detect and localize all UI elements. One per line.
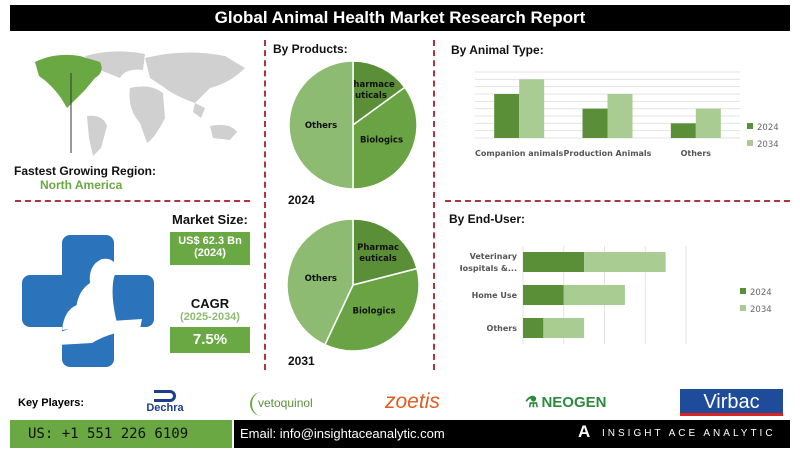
- category-label: Home Use: [472, 291, 518, 300]
- legend-swatch: [747, 123, 753, 129]
- pie-caption-2031: 2031: [288, 354, 315, 368]
- pie-label: Pharmac: [357, 243, 399, 253]
- divider: [264, 40, 266, 370]
- logo-virbac: Virbac: [680, 389, 783, 416]
- world-map: [35, 51, 245, 156]
- pie-label: euticals: [359, 254, 397, 264]
- bar-2024: [670, 123, 696, 138]
- cagr-value: 7.5%: [170, 327, 250, 353]
- phone-number[interactable]: US: +1 551 226 6109: [10, 420, 232, 448]
- bar-2024: [523, 318, 544, 338]
- veterinary-cross-icon: [22, 235, 154, 367]
- divider: [445, 200, 790, 202]
- category-label: Hospitals &...: [460, 264, 517, 273]
- divider: [433, 40, 435, 370]
- pie-label: Others: [305, 121, 337, 131]
- legend-swatch: [740, 305, 746, 311]
- pie-label: uticals: [355, 91, 387, 101]
- pie-label: Pharmace: [347, 80, 395, 90]
- pie-slice-biologics: [352, 86, 418, 190]
- cagr-label: CAGR: [190, 296, 230, 311]
- pie-slice-others: [286, 218, 354, 346]
- market-size-value: US$ 62.3 Bn: [178, 235, 242, 247]
- bar-2034: [607, 94, 633, 138]
- bar-2034: [563, 285, 625, 305]
- pie-label: Biologics: [352, 306, 395, 316]
- market-size-year: (2024): [194, 247, 226, 259]
- pie-slice-others: [288, 60, 354, 190]
- animal-type-bar-chart: Companion animals Production Animals Other…: [475, 71, 779, 158]
- bar-2024: [523, 285, 564, 305]
- email[interactable]: Email: info@insightaceanalytic.com: [240, 426, 445, 441]
- category-label: Others: [681, 149, 712, 158]
- products-title: By Products:: [273, 42, 348, 56]
- bar-2034: [584, 252, 666, 272]
- market-size-label: Market Size:: [172, 212, 248, 227]
- legend-label: 2034: [750, 305, 772, 315]
- bar-2024: [582, 108, 608, 138]
- bar-2034: [543, 318, 585, 338]
- category-label: Veterinary: [470, 252, 518, 261]
- brand-name: INSIGHT ACE ANALYTIC: [602, 428, 776, 439]
- pie-label: Biologics: [360, 136, 403, 146]
- logo-neogen: ⚗ NEOGEN: [525, 394, 607, 411]
- bar-2024: [523, 252, 585, 272]
- pie-slice-pharmaceuticals: [352, 60, 406, 127]
- legend-label: 2034: [757, 140, 779, 150]
- category-label: Others: [487, 324, 518, 333]
- key-players-label: Key Players:: [18, 397, 85, 409]
- category-label: Companion animals: [475, 149, 564, 158]
- divider: [15, 200, 250, 202]
- region-label: Fastest Growing Region:: [14, 164, 157, 178]
- bar-2034: [695, 108, 721, 138]
- bar-2034: [519, 79, 545, 138]
- logo-dechra: Dechra: [135, 390, 195, 414]
- region-value: North America: [40, 178, 123, 192]
- brand-logo-icon: A: [578, 422, 591, 441]
- pie-slice-biologics: [323, 267, 420, 352]
- pie-slice-pharmaceuticals: [352, 218, 418, 286]
- cagr-period: (2025-2034): [180, 311, 240, 323]
- legend-swatch: [740, 288, 746, 294]
- pie-caption-2024: 2024: [288, 193, 315, 207]
- logo-zoetis: zoetis: [385, 390, 440, 413]
- bar-2024: [494, 94, 520, 138]
- legend-label: 2024: [757, 123, 779, 133]
- end-user-bar-chart: Veterinary Hospitals &... Home Use Others 20…: [460, 246, 772, 344]
- legend-label: 2024: [750, 288, 772, 298]
- end-user-title: By End-User:: [449, 212, 526, 226]
- category-label: Production Animals: [564, 149, 652, 158]
- pie-label: Others: [305, 274, 337, 284]
- legend-swatch: [747, 140, 753, 146]
- logo-vetoquinol: vetoquinol: [250, 392, 326, 416]
- animal-type-title: By Animal Type:: [451, 43, 544, 57]
- report-title: Global Animal Health Market Research Rep…: [10, 5, 790, 31]
